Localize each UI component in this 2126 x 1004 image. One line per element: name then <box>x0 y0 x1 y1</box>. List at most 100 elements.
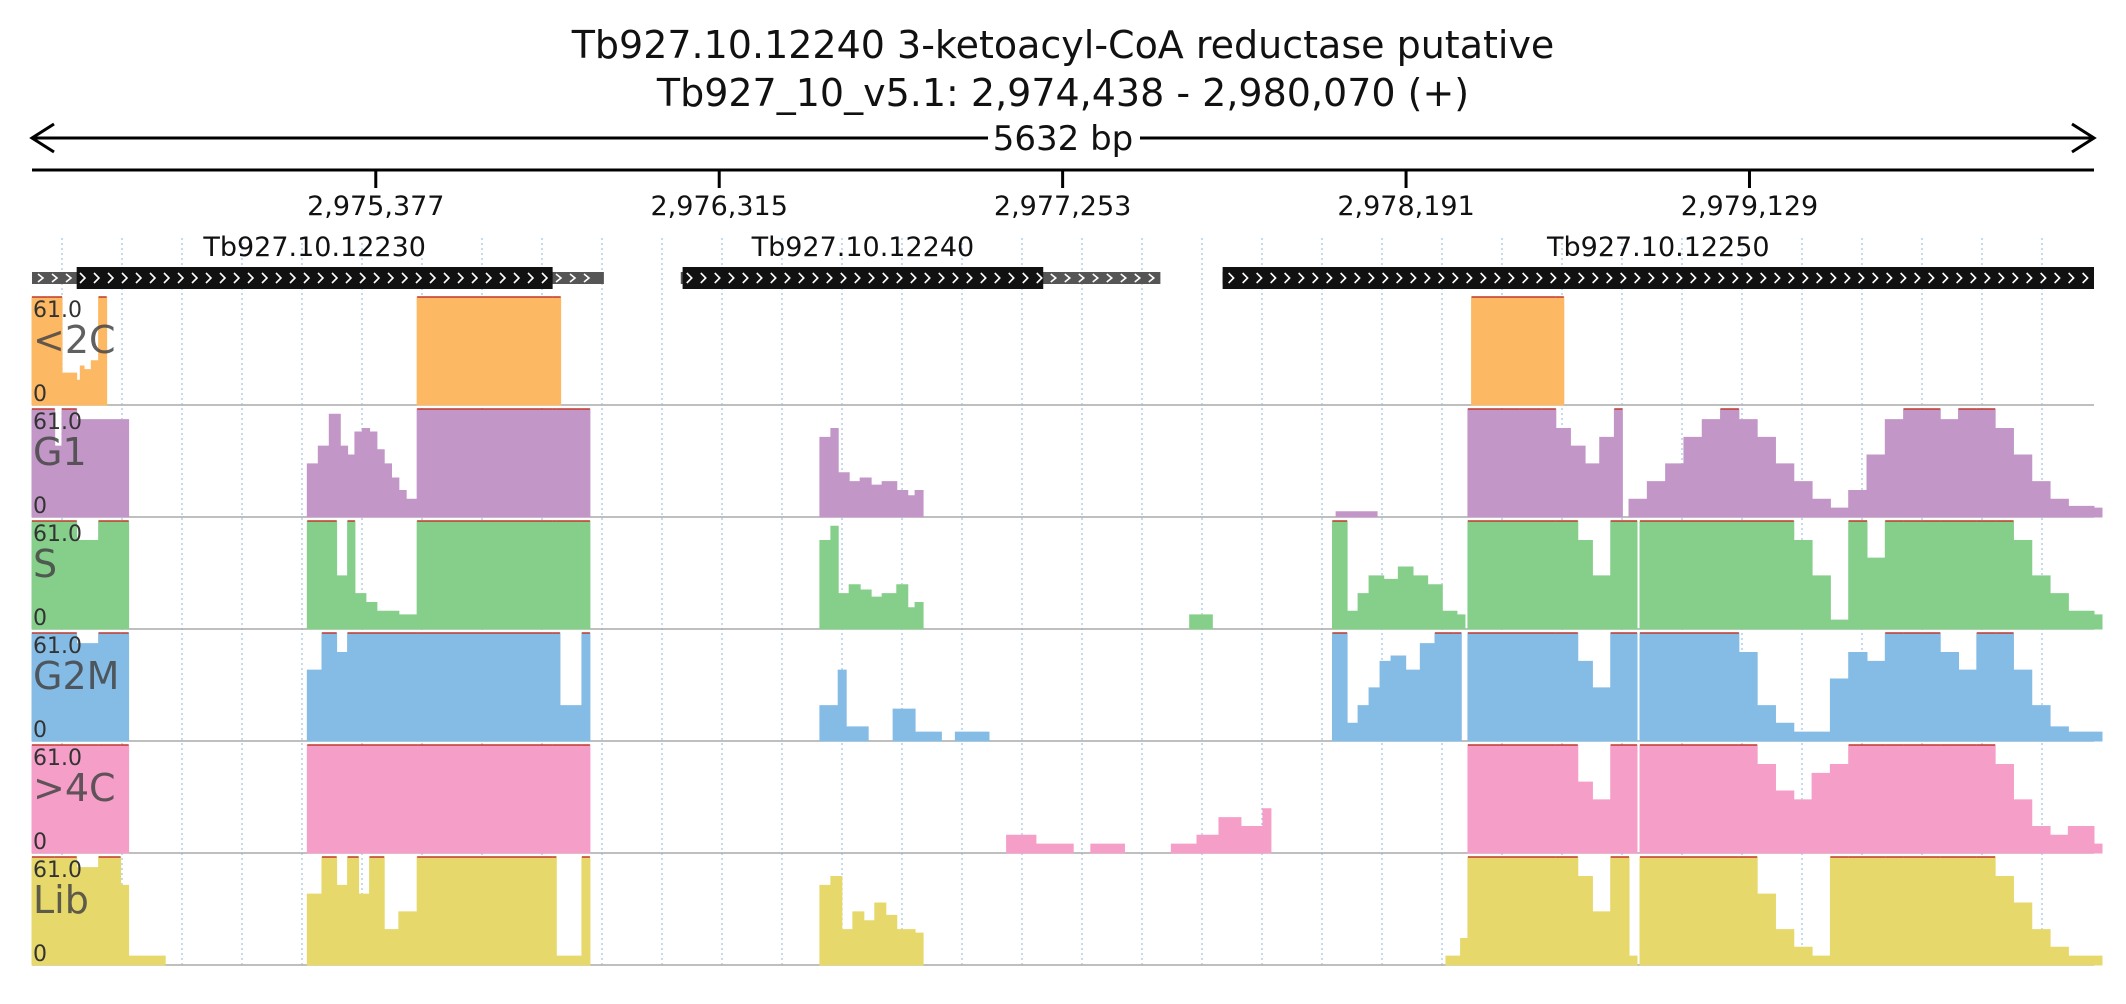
strand-chevron-icon <box>471 272 479 284</box>
strand-chevron-icon <box>1036 272 1043 284</box>
strand-chevron-icon <box>93 272 101 284</box>
coverage-segment <box>1639 632 2103 742</box>
coverage-segment <box>1331 520 1466 630</box>
strand-chevron-icon <box>980 272 987 284</box>
coverage-segment <box>837 726 869 742</box>
strand-chevron-icon <box>345 272 353 284</box>
strand-chevron-icon <box>812 272 819 284</box>
strand-chevron-icon <box>1522 272 1529 284</box>
strand-chevron-icon <box>896 272 903 284</box>
strand-chevron-icon <box>1228 272 1235 284</box>
strand-chevron-icon <box>331 272 339 284</box>
strand-chevron-icon <box>541 272 549 284</box>
track-ymax-label: 61.0 <box>33 298 82 323</box>
strand-chevron-icon <box>149 272 157 284</box>
strand-chevron-icon <box>37 273 45 283</box>
strand-chevron-icon <box>1662 272 1669 284</box>
strand-chevron-icon <box>1494 272 1501 284</box>
strand-chevron-icon <box>2040 272 2047 284</box>
track-ymin-label: 0 <box>33 606 47 631</box>
coverage-segment <box>306 520 591 630</box>
coverage-segment <box>1471 296 1565 406</box>
strand-chevron-icon <box>1844 272 1851 284</box>
strand-chevron-icon <box>1998 272 2005 284</box>
track-ymin-label: 0 <box>33 942 47 967</box>
coverage-segment <box>954 731 990 742</box>
strand-chevron-icon <box>1564 272 1571 284</box>
track-name: <2C <box>33 318 116 362</box>
strand-chevron-icon <box>1634 272 1641 284</box>
strand-chevron-icon <box>1050 273 1058 283</box>
strand-chevron-icon <box>527 272 535 284</box>
span-arrow-right-icon <box>2071 122 2097 154</box>
strand-chevron-icon <box>485 272 493 284</box>
strand-chevron-icon <box>1438 272 1445 284</box>
strand-chevron-icon <box>1872 272 1879 284</box>
axis-tick-label: 2,978,191 <box>1337 191 1474 222</box>
strand-chevron-icon <box>1550 272 1557 284</box>
strand-chevron-icon <box>219 272 227 284</box>
strand-chevron-icon <box>1900 272 1907 284</box>
strand-chevron-icon <box>443 272 451 284</box>
strand-chevron-icon <box>1802 272 1809 284</box>
track-name: >4C <box>33 766 116 810</box>
coverage-segment <box>306 408 591 518</box>
strand-chevron-icon <box>1326 272 1333 284</box>
strand-chevron-icon <box>205 272 213 284</box>
strand-chevron-icon <box>1704 272 1711 284</box>
strand-chevron-icon <box>583 273 591 283</box>
strand-chevron-icon <box>1928 272 1935 284</box>
coverage-segment <box>127 955 166 966</box>
strand-chevron-icon <box>1242 272 1249 284</box>
strand-chevron-icon <box>51 273 59 283</box>
coverage-segment <box>892 708 942 742</box>
strand-chevron-icon <box>1078 273 1086 283</box>
strand-chevron-icon <box>429 272 437 284</box>
strand-chevron-icon <box>910 272 917 284</box>
strand-chevron-icon <box>1956 272 1963 284</box>
strand-chevron-icon <box>700 272 707 284</box>
axis-tick-label: 2,977,253 <box>994 191 1131 222</box>
strand-chevron-icon <box>1718 272 1725 284</box>
strand-chevron-icon <box>1858 272 1865 284</box>
gene-cds <box>1222 267 2094 289</box>
strand-chevron-icon <box>1480 272 1487 284</box>
strand-chevron-icon <box>359 272 367 284</box>
coverage-segment <box>1467 520 1638 630</box>
strand-chevron-icon <box>177 272 185 284</box>
strand-chevron-icon <box>261 272 269 284</box>
strand-chevron-icon <box>1396 272 1403 284</box>
strand-chevron-icon <box>1354 272 1361 284</box>
strand-chevron-icon <box>1676 272 1683 284</box>
coverage-segment <box>1467 408 1623 518</box>
gene-label: Tb927.10.12240 <box>751 232 975 263</box>
strand-chevron-icon <box>882 272 889 284</box>
strand-chevron-icon <box>686 272 693 284</box>
strand-chevron-icon <box>1578 272 1585 284</box>
gene-track: Tb927.10.12230 Tb927.10.12240 Tb927.10.122… <box>32 232 2094 289</box>
strand-chevron-icon <box>317 272 325 284</box>
strand-chevron-icon <box>1690 272 1697 284</box>
strand-chevron-icon <box>1340 272 1347 284</box>
strand-chevron-icon <box>784 272 791 284</box>
strand-chevron-icon <box>135 272 143 284</box>
strand-chevron-icon <box>798 272 805 284</box>
strand-chevron-icon <box>1466 272 1473 284</box>
track-name: Lib <box>33 878 89 922</box>
strand-chevron-icon <box>1970 272 1977 284</box>
strand-chevron-icon <box>107 272 115 284</box>
strand-chevron-icon <box>1256 272 1263 284</box>
strand-chevron-icon <box>742 272 749 284</box>
strand-chevron-icon <box>868 272 875 284</box>
strand-chevron-icon <box>1886 272 1893 284</box>
strand-chevron-icon <box>1774 272 1781 284</box>
axis-tick-label: 2,979,129 <box>1681 191 1818 222</box>
strand-chevron-icon <box>1092 273 1100 283</box>
strand-chevron-icon <box>1732 272 1739 284</box>
strand-chevron-icon <box>1298 272 1305 284</box>
strand-chevron-icon <box>966 272 973 284</box>
strand-chevron-icon <box>163 272 171 284</box>
coverage-segment <box>1848 408 2103 518</box>
axis-ticks: 2,975,377 2,976,315 2,977,253 2,978,191 2,97… <box>307 170 1818 222</box>
